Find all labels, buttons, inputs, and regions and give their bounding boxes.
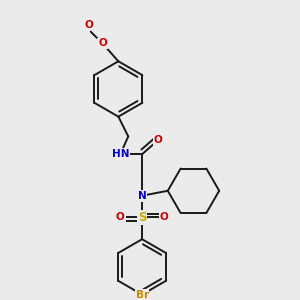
Text: O: O	[154, 135, 162, 146]
Text: N: N	[138, 191, 146, 201]
Text: O: O	[160, 212, 168, 223]
Text: S: S	[138, 211, 146, 224]
Text: O: O	[98, 38, 107, 49]
Text: Br: Br	[136, 290, 149, 300]
Text: HN: HN	[112, 149, 129, 159]
Text: O: O	[116, 212, 125, 223]
Text: O: O	[84, 20, 93, 30]
